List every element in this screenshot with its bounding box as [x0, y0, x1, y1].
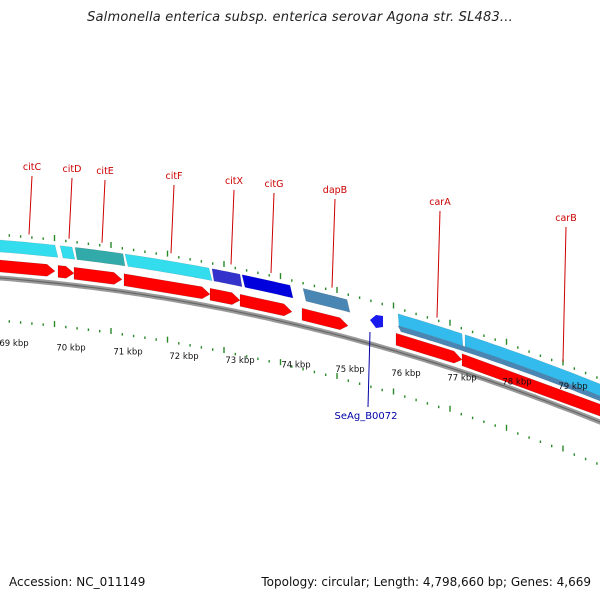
- cds-arrow: [57, 265, 75, 279]
- gene-pointer-icon: [562, 226, 567, 362]
- cds-arrow: [0, 259, 56, 277]
- accession-label: Accession: NC_011149: [9, 575, 146, 589]
- gene-pointer-icon: [270, 192, 275, 273]
- track-segment: [59, 245, 76, 260]
- cds-arrow: [301, 307, 349, 330]
- gene-pointer-icon: [436, 210, 441, 318]
- gene-label: citE: [96, 166, 114, 177]
- scale-label: 71 kbp: [113, 348, 142, 358]
- gene-labels: citC citD citE citF citX citG dapB carA carB: [23, 162, 577, 362]
- scale-label: 78 kbp: [502, 378, 531, 388]
- scale-label: 70 kbp: [56, 343, 85, 353]
- backbone-edge: [0, 277, 600, 423]
- backbone-arc: [0, 275, 600, 425]
- gene-label: citG: [265, 179, 284, 190]
- feature-tracks: [0, 239, 600, 417]
- map-title: Salmonella enterica subsp. enterica sero…: [87, 10, 513, 25]
- gene-label: citD: [63, 164, 82, 175]
- gene-label: citF: [165, 171, 182, 182]
- track-segment: [124, 253, 213, 282]
- cds-arrow: [239, 293, 293, 317]
- feature-pointer-line: [367, 331, 371, 408]
- gene-pointer-icon: [28, 175, 33, 235]
- gene-pointer-icon: [331, 198, 336, 288]
- scale-label: 69 kbp: [0, 339, 29, 349]
- gene-label: carA: [429, 197, 451, 208]
- scale-label: 72 kbp: [169, 352, 198, 362]
- gene-pointer-icon: [68, 177, 73, 239]
- scale-label: 74 kbp: [281, 361, 310, 371]
- gene-label: dapB: [323, 185, 347, 196]
- track-segment: [302, 288, 351, 313]
- reverse-feature-arrow-icon: [370, 315, 383, 328]
- feature-labels: SeAg_B0072: [335, 331, 398, 422]
- gene-pointer-icon: [170, 184, 175, 254]
- gene-pointer-icon: [230, 189, 235, 265]
- scale-label: 73 kbp: [225, 356, 254, 366]
- track-segment: [74, 247, 126, 267]
- track-segment: [0, 239, 59, 258]
- cds-arrow: [123, 273, 211, 300]
- scale-label: 75 kbp: [335, 365, 364, 375]
- genome-summary: Topology: circular; Length: 4,798,660 bp…: [261, 575, 591, 589]
- gene-label: carB: [555, 213, 576, 224]
- scale-label: 76 kbp: [391, 369, 420, 379]
- scale-label: 79 kbp: [558, 382, 587, 392]
- cds-arrow: [461, 353, 600, 417]
- gene-label: citX: [225, 176, 244, 187]
- scale-label: 77 kbp: [447, 373, 476, 383]
- inner-tick-ring: [8, 320, 598, 465]
- outer-tick-ring: [8, 234, 598, 379]
- cds-arrow: [209, 287, 241, 305]
- gene-label: citC: [23, 162, 42, 173]
- cds-arrow: [395, 332, 463, 364]
- track-segment: [241, 274, 294, 299]
- scale-labels: 69 kbp 70 kbp 71 kbp 72 kbp 73 kbp 74 kbp 75 k…: [0, 339, 588, 392]
- track-segment: [397, 325, 600, 402]
- gene-pointer-icon: [101, 179, 106, 243]
- cds-arrow: [73, 267, 123, 285]
- feature-label: SeAg_B0072: [335, 411, 398, 422]
- track-segment: [211, 268, 243, 288]
